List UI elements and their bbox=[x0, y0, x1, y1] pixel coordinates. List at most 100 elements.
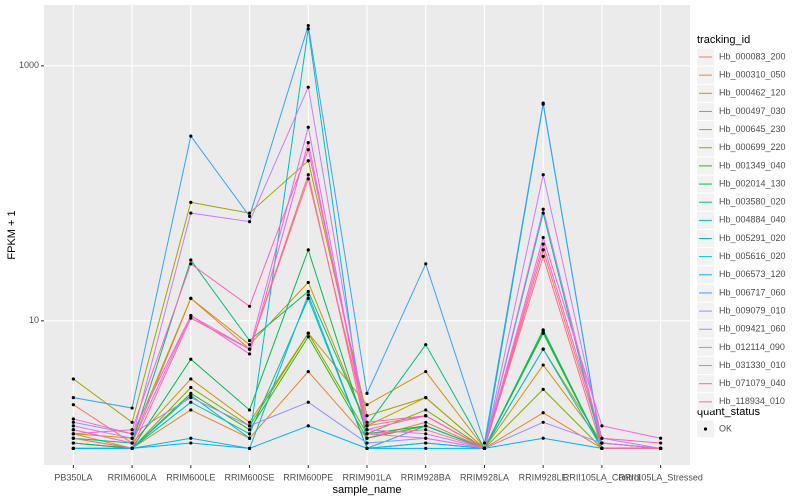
data-point bbox=[541, 420, 545, 424]
legend-point bbox=[703, 427, 708, 431]
legend-label: Hb_012114_090 bbox=[719, 342, 785, 352]
data-point bbox=[130, 428, 134, 432]
data-point bbox=[600, 441, 604, 445]
x-tick-label: RRIM928BA bbox=[401, 472, 451, 482]
data-point bbox=[365, 441, 369, 445]
legend-label: Hb_005616_020 bbox=[719, 251, 786, 261]
data-point bbox=[71, 377, 75, 381]
data-point bbox=[306, 400, 310, 404]
x-tick-label: RRIM600PE bbox=[283, 472, 333, 482]
x-tick-label: RRII105LA_Stressed bbox=[618, 472, 703, 482]
legend-label: Hb_000699_220 bbox=[719, 142, 786, 152]
data-point bbox=[482, 441, 487, 445]
data-point bbox=[541, 363, 545, 367]
data-point bbox=[247, 420, 252, 424]
data-point bbox=[600, 446, 604, 450]
data-point bbox=[189, 296, 193, 300]
data-point bbox=[189, 408, 193, 412]
legend-label: Hb_071079_040 bbox=[719, 378, 786, 388]
legend-label: Hb_000497_030 bbox=[719, 106, 786, 116]
data-point bbox=[541, 248, 545, 252]
data-point bbox=[71, 395, 75, 400]
data-point bbox=[365, 391, 369, 395]
data-point bbox=[600, 436, 604, 440]
data-point bbox=[365, 414, 369, 418]
data-point bbox=[189, 211, 193, 215]
data-point bbox=[306, 173, 310, 177]
data-point bbox=[424, 369, 428, 374]
x-tick-label: PB350LA bbox=[54, 472, 92, 482]
legend-label: Hb_002014_130 bbox=[719, 178, 786, 188]
data-point bbox=[541, 101, 545, 105]
data-point bbox=[247, 347, 252, 351]
x-tick-label: RRIM928LE bbox=[519, 472, 568, 482]
data-point bbox=[247, 428, 252, 432]
data-point bbox=[306, 289, 310, 294]
data-point bbox=[71, 446, 75, 450]
data-point bbox=[365, 420, 369, 424]
data-point bbox=[424, 343, 428, 347]
data-point bbox=[365, 428, 369, 432]
data-point bbox=[306, 148, 310, 152]
legend-label: Hb_009079_010 bbox=[719, 305, 786, 315]
data-point bbox=[306, 177, 310, 181]
x-axis-label: sample_name bbox=[332, 484, 401, 496]
legend-label: Hb_003580_020 bbox=[719, 197, 786, 207]
data-point bbox=[189, 262, 193, 266]
data-point bbox=[247, 304, 252, 308]
legend-label: Hb_000083_200 bbox=[719, 51, 786, 61]
legend-label: Hb_000310_050 bbox=[719, 70, 786, 80]
x-tick-label: RRIM600LE bbox=[166, 472, 215, 482]
x-tick-label: RRIM901LA bbox=[342, 472, 391, 482]
data-point bbox=[306, 335, 310, 339]
data-point bbox=[189, 395, 193, 400]
data-point bbox=[71, 424, 75, 428]
data-point bbox=[541, 254, 545, 259]
y-tick-label: 1000 bbox=[19, 60, 39, 70]
data-point bbox=[130, 406, 134, 410]
data-point bbox=[306, 27, 310, 31]
data-point bbox=[71, 417, 75, 421]
data-point bbox=[306, 125, 310, 129]
data-point bbox=[306, 293, 310, 297]
data-point bbox=[659, 441, 663, 445]
data-point bbox=[189, 441, 193, 445]
data-point bbox=[247, 211, 252, 215]
data-point bbox=[541, 242, 545, 246]
data-point bbox=[189, 134, 193, 138]
data-point bbox=[306, 248, 310, 252]
data-point bbox=[659, 436, 663, 440]
data-point bbox=[306, 369, 310, 374]
data-point bbox=[306, 331, 310, 335]
legend-label: OK bbox=[719, 423, 732, 433]
legend-label: Hb_000462_120 bbox=[719, 88, 786, 98]
data-point bbox=[541, 411, 545, 415]
data-point bbox=[71, 436, 75, 440]
data-point bbox=[424, 441, 428, 445]
data-point bbox=[189, 313, 193, 318]
data-point bbox=[541, 173, 545, 177]
data-point bbox=[306, 296, 310, 300]
data-point bbox=[541, 347, 545, 351]
data-point bbox=[71, 432, 75, 436]
data-point bbox=[71, 428, 75, 432]
data-point bbox=[189, 436, 193, 440]
data-point bbox=[600, 424, 604, 428]
x-tick-label: RRIM600LA bbox=[108, 472, 157, 482]
data-point bbox=[365, 424, 369, 428]
data-point bbox=[424, 408, 428, 412]
data-point bbox=[424, 428, 428, 432]
data-point bbox=[71, 403, 75, 407]
data-point bbox=[247, 343, 252, 347]
data-point bbox=[247, 220, 252, 224]
data-point bbox=[306, 23, 310, 28]
y-axis-label: FPKM + 1 bbox=[6, 210, 18, 259]
legend-label: Hb_006573_120 bbox=[719, 269, 786, 279]
data-point bbox=[189, 357, 193, 361]
data-point bbox=[130, 432, 134, 436]
data-point bbox=[424, 424, 428, 428]
data-point bbox=[130, 441, 134, 445]
data-point bbox=[247, 424, 252, 428]
data-point bbox=[365, 432, 369, 436]
legend-label: Hb_006717_060 bbox=[719, 287, 786, 297]
